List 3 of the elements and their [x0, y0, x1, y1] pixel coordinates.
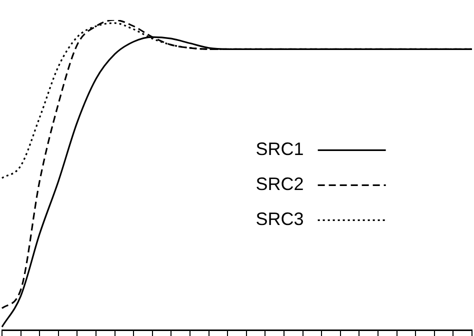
- legend-label: SRC1: [256, 139, 304, 160]
- legend-label: SRC2: [256, 174, 304, 194]
- legend-label: SRC3: [256, 209, 304, 230]
